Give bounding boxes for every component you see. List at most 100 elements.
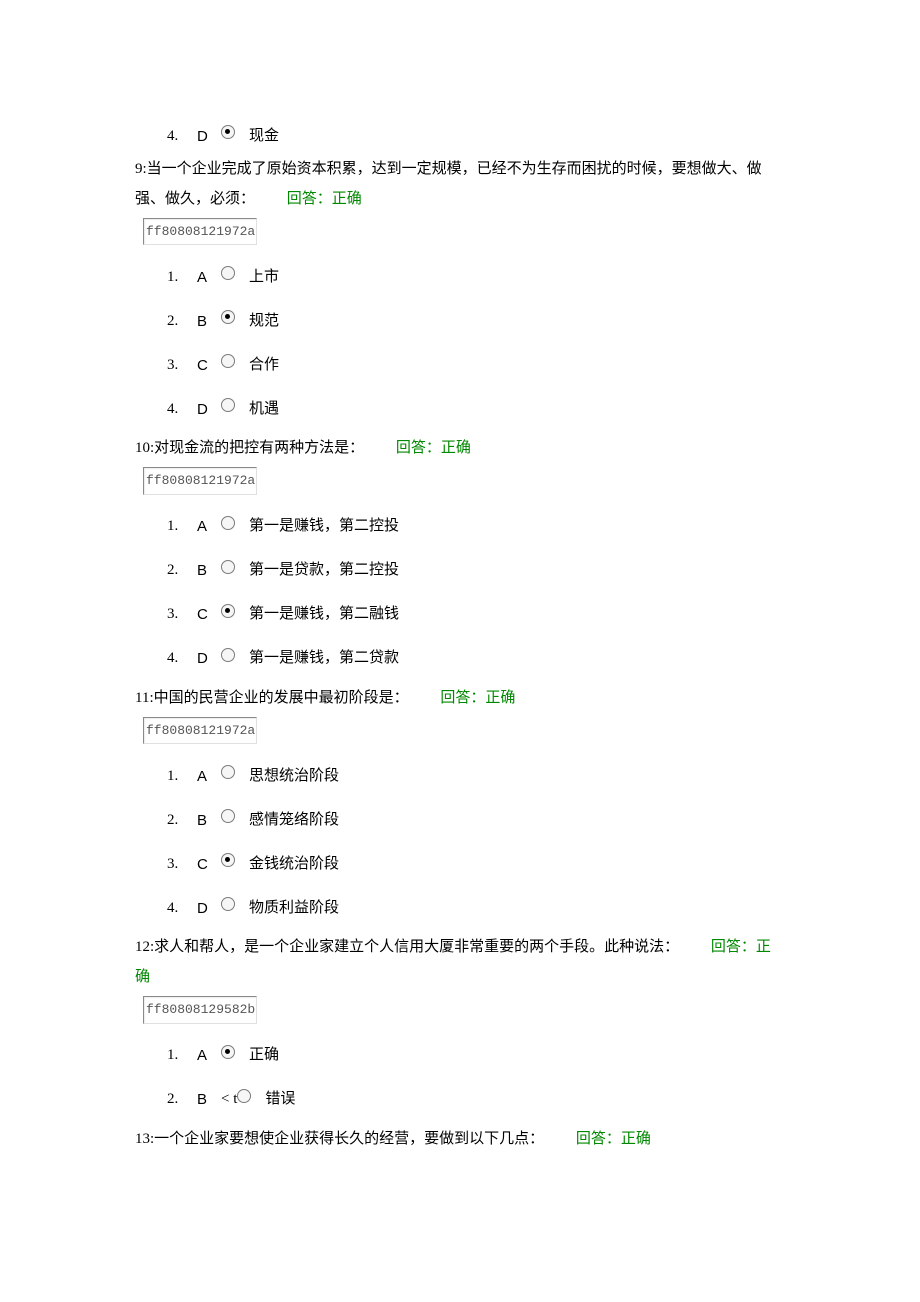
option-number: 1.: [167, 1042, 197, 1069]
option-number: 4.: [167, 396, 197, 423]
option-letter: B: [197, 807, 221, 834]
radio-icon[interactable]: [221, 310, 249, 324]
radio-icon[interactable]: [221, 1045, 249, 1059]
question-prompt: 10:对现金流的把控有两种方法是：: [135, 440, 364, 456]
option-letter: D: [197, 396, 221, 423]
option-letter: A: [197, 264, 221, 291]
radio-icon[interactable]: [221, 897, 249, 911]
option-label: 现金: [249, 123, 279, 150]
radio-icon[interactable]: [221, 354, 249, 368]
option-label: 第一是贷款，第二控投: [249, 557, 399, 584]
option-row[interactable]: 1. A 第一是赚钱，第二控投: [167, 505, 785, 549]
option-row[interactable]: 4. D 现金: [167, 120, 785, 152]
option-number: 1.: [167, 513, 197, 540]
option-letter: A: [197, 763, 221, 790]
question-prompt: 9:当一个企业完成了原始资本积累，达到一定规模，已经不为生存而困扰的时候，要想做…: [135, 161, 762, 207]
option-row[interactable]: 2. B 感情笼络阶段: [167, 798, 785, 842]
option-number: 2.: [167, 807, 197, 834]
option-letter: D: [197, 645, 221, 672]
option-row[interactable]: 2. B 第一是贷款，第二控投: [167, 549, 785, 593]
option-letter: C: [197, 601, 221, 628]
question-prompt: 13:一个企业家要想使企业获得长久的经营，要做到以下几点：: [135, 1131, 544, 1147]
option-label: 思想统治阶段: [249, 763, 339, 790]
option-letter: A: [197, 1042, 221, 1069]
option-letter: C: [197, 851, 221, 878]
question-8-fragment: 4. D 现金: [135, 120, 785, 152]
page: 4. D 现金 9:当一个企业完成了原始资本积累，达到一定规模，已经不为生存而困…: [0, 0, 920, 1198]
option-row[interactable]: 3. C 金钱统治阶段: [167, 842, 785, 886]
feedback-text: 回答：正确: [396, 440, 471, 456]
question-13: 13:一个企业家要想使企业获得长久的经营，要做到以下几点： 回答：正确: [135, 1124, 785, 1154]
option-row[interactable]: 1. A 思想统治阶段: [167, 754, 785, 798]
radio-icon[interactable]: [221, 560, 249, 574]
option-letter: B: [197, 1086, 221, 1113]
option-row[interactable]: 4. D 机遇: [167, 387, 785, 431]
token-box: ff80808129582b: [143, 996, 257, 1023]
option-number: 1.: [167, 763, 197, 790]
radio-icon[interactable]: [221, 765, 249, 779]
question-prompt: 12:求人和帮人，是一个企业家建立个人信用大厦非常重要的两个手段。此种说法：: [135, 939, 679, 955]
option-letter: B: [197, 308, 221, 335]
option-label: 金钱统治阶段: [249, 851, 339, 878]
radio-icon[interactable]: [221, 516, 249, 530]
option-label: 感情笼络阶段: [249, 807, 339, 834]
option-number: 3.: [167, 352, 197, 379]
question-9: 9:当一个企业完成了原始资本积累，达到一定规模，已经不为生存而困扰的时候，要想做…: [135, 154, 785, 431]
option-label: 第一是赚钱，第二控投: [249, 513, 399, 540]
option-number: 4.: [167, 123, 197, 150]
radio-icon[interactable]: [237, 1089, 265, 1103]
token-box: ff80808121972a: [143, 467, 257, 494]
option-row[interactable]: 3. C 第一是赚钱，第二融钱: [167, 593, 785, 637]
question-text: 10:对现金流的把控有两种方法是： 回答：正确: [135, 433, 785, 463]
option-row[interactable]: 2. B < t 错误: [167, 1078, 785, 1122]
radio-icon[interactable]: [221, 125, 249, 139]
option-label: 规范: [249, 308, 279, 335]
question-prompt: 11:中国的民营企业的发展中最初阶段是：: [135, 690, 409, 706]
question-text: 11:中国的民营企业的发展中最初阶段是： 回答：正确: [135, 683, 785, 713]
options-list: 1. A 思想统治阶段 2. B 感情笼络阶段 3. C 金钱统治阶段 4. D: [167, 754, 785, 930]
question-12: 12:求人和帮人，是一个企业家建立个人信用大厦非常重要的两个手段。此种说法： 回…: [135, 932, 785, 1121]
question-text: 9:当一个企业完成了原始资本积累，达到一定规模，已经不为生存而困扰的时候，要想做…: [135, 154, 785, 214]
option-row[interactable]: 1. A 上市: [167, 255, 785, 299]
question-11: 11:中国的民营企业的发展中最初阶段是： 回答：正确 ff80808121972…: [135, 683, 785, 930]
question-10: 10:对现金流的把控有两种方法是： 回答：正确 ff80808121972a 1…: [135, 433, 785, 680]
question-text: 13:一个企业家要想使企业获得长久的经营，要做到以下几点： 回答：正确: [135, 1124, 785, 1154]
feedback-text: 回答：正确: [440, 690, 515, 706]
option-label: 第一是赚钱，第二融钱: [249, 601, 399, 628]
options-list: 4. D 现金: [167, 120, 785, 152]
radio-icon[interactable]: [221, 398, 249, 412]
token-box: ff80808121972a: [143, 717, 257, 744]
radio-icon[interactable]: [221, 604, 249, 618]
option-row[interactable]: 3. C 合作: [167, 343, 785, 387]
options-list: 1. A 正确 2. B < t 错误: [167, 1034, 785, 1122]
option-row[interactable]: 4. D 第一是赚钱，第二贷款: [167, 637, 785, 681]
option-letter: D: [197, 123, 221, 150]
options-list: 1. A 上市 2. B 规范 3. C 合作 4. D 机遇: [167, 255, 785, 431]
question-text: 12:求人和帮人，是一个企业家建立个人信用大厦非常重要的两个手段。此种说法： 回…: [135, 932, 785, 992]
option-row[interactable]: 2. B 规范: [167, 299, 785, 343]
option-label: 错误: [265, 1086, 295, 1113]
radio-icon[interactable]: [221, 266, 249, 280]
radio-icon[interactable]: [221, 853, 249, 867]
option-number: 4.: [167, 895, 197, 922]
radio-icon[interactable]: [221, 809, 249, 823]
feedback-text: 回答：正确: [576, 1131, 651, 1147]
option-letter: D: [197, 895, 221, 922]
option-label: 机遇: [249, 396, 279, 423]
option-letter: A: [197, 513, 221, 540]
option-number: 2.: [167, 1086, 197, 1113]
option-label: 正确: [249, 1042, 279, 1069]
options-list: 1. A 第一是赚钱，第二控投 2. B 第一是贷款，第二控投 3. C 第一是…: [167, 505, 785, 681]
radio-icon[interactable]: [221, 648, 249, 662]
option-number: 2.: [167, 557, 197, 584]
option-label: 第一是赚钱，第二贷款: [249, 645, 399, 672]
option-row[interactable]: 1. A 正确: [167, 1034, 785, 1078]
option-number: 3.: [167, 851, 197, 878]
option-label: 上市: [249, 264, 279, 291]
option-row[interactable]: 4. D 物质利益阶段: [167, 886, 785, 930]
option-label: 物质利益阶段: [249, 895, 339, 922]
feedback-text: 回答：正确: [287, 191, 362, 207]
option-number: 1.: [167, 264, 197, 291]
option-number: 3.: [167, 601, 197, 628]
option-number: 2.: [167, 308, 197, 335]
